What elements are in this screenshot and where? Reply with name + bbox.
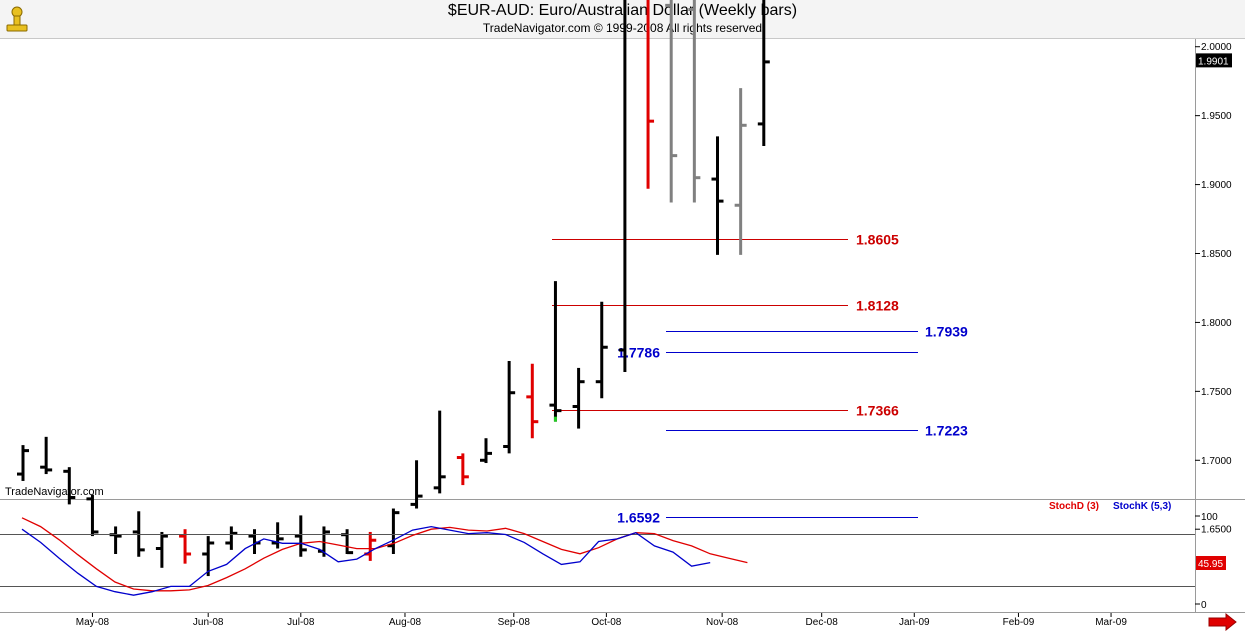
time-axis-label: Feb-09 [1003, 617, 1035, 628]
fib-level-label: 1.7223 [925, 423, 968, 439]
time-axis-label: Jan-09 [899, 617, 930, 628]
stoch-legend-label: StochK (5,3) [1113, 501, 1171, 512]
time-axis-label: May-08 [76, 617, 110, 628]
chart-title: $EUR-AUD: Euro/Australian Dollar (Weekly… [447, 2, 798, 19]
time-axis-label: Nov-08 [706, 617, 739, 628]
fib-level-label: 1.7786 [617, 345, 660, 361]
price-axis-label: 1.7500 [1201, 387, 1232, 398]
stoch-line [21, 517, 748, 592]
stoch-legend-label: StochD (3) [1049, 501, 1099, 512]
fib-level-label: 1.7939 [925, 324, 968, 340]
plot-background [0, 39, 1245, 612]
stoch-axis-label: 100 [1201, 512, 1218, 523]
last-price-label: 1.9901 [1198, 56, 1229, 67]
stoch-axis-label: 0 [1201, 600, 1207, 611]
fib-level-label: 1.6592 [617, 510, 660, 526]
support-resistance-label: 1.8605 [856, 232, 899, 248]
stoch-last-value-label: 45.95 [1198, 559, 1223, 570]
price-axis-label: 1.7000 [1201, 456, 1232, 467]
price-axis-label: 1.8000 [1201, 318, 1232, 329]
last-price-box [1196, 53, 1232, 68]
time-axis-label: Jun-08 [193, 617, 224, 628]
stoch-line [21, 525, 711, 596]
support-resistance-label: 1.7366 [856, 403, 899, 419]
scroll-right-arrow-icon [1208, 612, 1237, 631]
time-axis-label: Mar-09 [1095, 617, 1127, 628]
price-axis-label: 1.8500 [1201, 249, 1232, 260]
time-axis-label: Sep-08 [498, 617, 531, 628]
time-axis-label: Dec-08 [806, 617, 839, 628]
chart-watermark: TradeNavigator.com [5, 486, 104, 498]
time-axis-label: Oct-08 [591, 617, 621, 628]
price-axis-label: 2.0000 [1201, 42, 1232, 53]
time-axis-label: Jul-08 [287, 617, 315, 628]
price-axis-label: 1.9000 [1201, 180, 1232, 191]
time-axis-label: Aug-08 [389, 617, 422, 628]
chart-subtitle: TradeNavigator.com © 1999-2008 All right… [482, 21, 763, 35]
trade-navigator-logo-icon[interactable] [4, 4, 30, 34]
price-axis-label: 1.9500 [1201, 111, 1232, 122]
chart-header: $EUR-AUD: Euro/Australian Dollar (Weekly… [0, 0, 1245, 39]
time-axis-background [0, 613, 1245, 631]
support-resistance-label: 1.8128 [856, 298, 899, 314]
stoch-last-value-box [1196, 556, 1226, 570]
price-axis-label: 1.6500 [1201, 525, 1232, 536]
